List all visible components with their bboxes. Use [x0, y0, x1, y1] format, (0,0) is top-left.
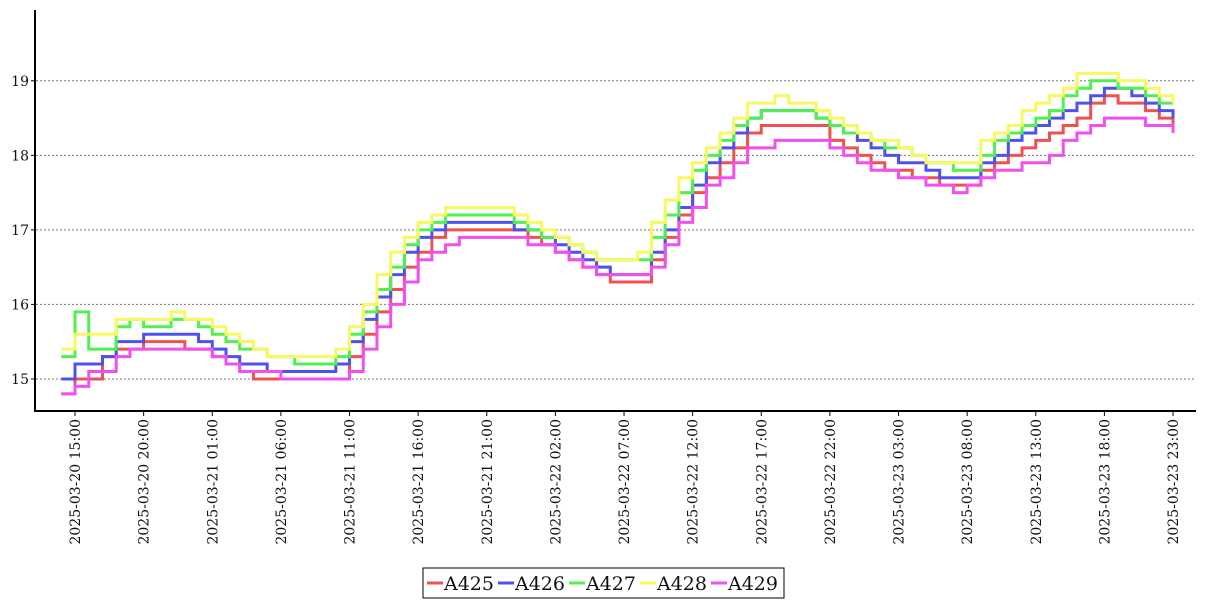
- x-tick-label: 2025-03-22 12:00: [686, 419, 702, 545]
- x-tick-label: 2025-03-23 18:00: [1097, 419, 1113, 545]
- legend: A425 A426 A427 A428 A429: [422, 567, 785, 599]
- x-tick-label: 2025-03-22 02:00: [548, 419, 564, 545]
- x-tick-label: 2025-03-23 08:00: [960, 419, 976, 545]
- x-tick-label: 2025-03-21 21:00: [480, 419, 496, 545]
- x-tick-label: 2025-03-21 06:00: [274, 419, 290, 545]
- axes: 15 16 17 18 19 2025-03-20 15:00 2025-03-20 20:…: [11, 10, 1196, 545]
- y-tick-label: 16: [11, 297, 29, 313]
- x-tick-label: 2025-03-23 03:00: [892, 419, 908, 545]
- grid: [36, 80, 1196, 380]
- legend-label: A426: [514, 573, 565, 595]
- x-tick-label: 2025-03-21 01:00: [205, 419, 221, 545]
- y-tick-label: 15: [11, 372, 29, 388]
- x-tick-label: 2025-03-20 15:00: [68, 419, 84, 545]
- x-tick-label: 2025-03-22 17:00: [754, 419, 770, 545]
- x-tick-label: 2025-03-21 16:00: [411, 419, 427, 545]
- legend-box: [422, 567, 785, 599]
- y-tick-label: 17: [11, 223, 29, 239]
- legend-label: A428: [656, 573, 707, 595]
- plot-lines: [61, 71, 1175, 396]
- x-tick-label: 2025-03-22 07:00: [617, 419, 633, 545]
- x-tick-label: 2025-03-23 13:00: [1029, 419, 1045, 545]
- x-tick-label: 2025-03-23 23:00: [1166, 419, 1182, 545]
- series-line: [61, 116, 1175, 396]
- series-line: [61, 71, 1175, 359]
- x-tick-label: 2025-03-20 20:00: [137, 419, 153, 545]
- legend-label: A427: [585, 573, 636, 595]
- x-tick-label: 2025-03-21 11:00: [343, 419, 359, 545]
- legend-label: A429: [727, 573, 778, 595]
- series-line: [61, 79, 1174, 366]
- y-tick-label: 19: [11, 74, 29, 90]
- x-tick-label: 2025-03-22 22:00: [823, 419, 839, 545]
- legend-label: A425: [443, 573, 494, 595]
- y-tick-label: 18: [11, 148, 29, 164]
